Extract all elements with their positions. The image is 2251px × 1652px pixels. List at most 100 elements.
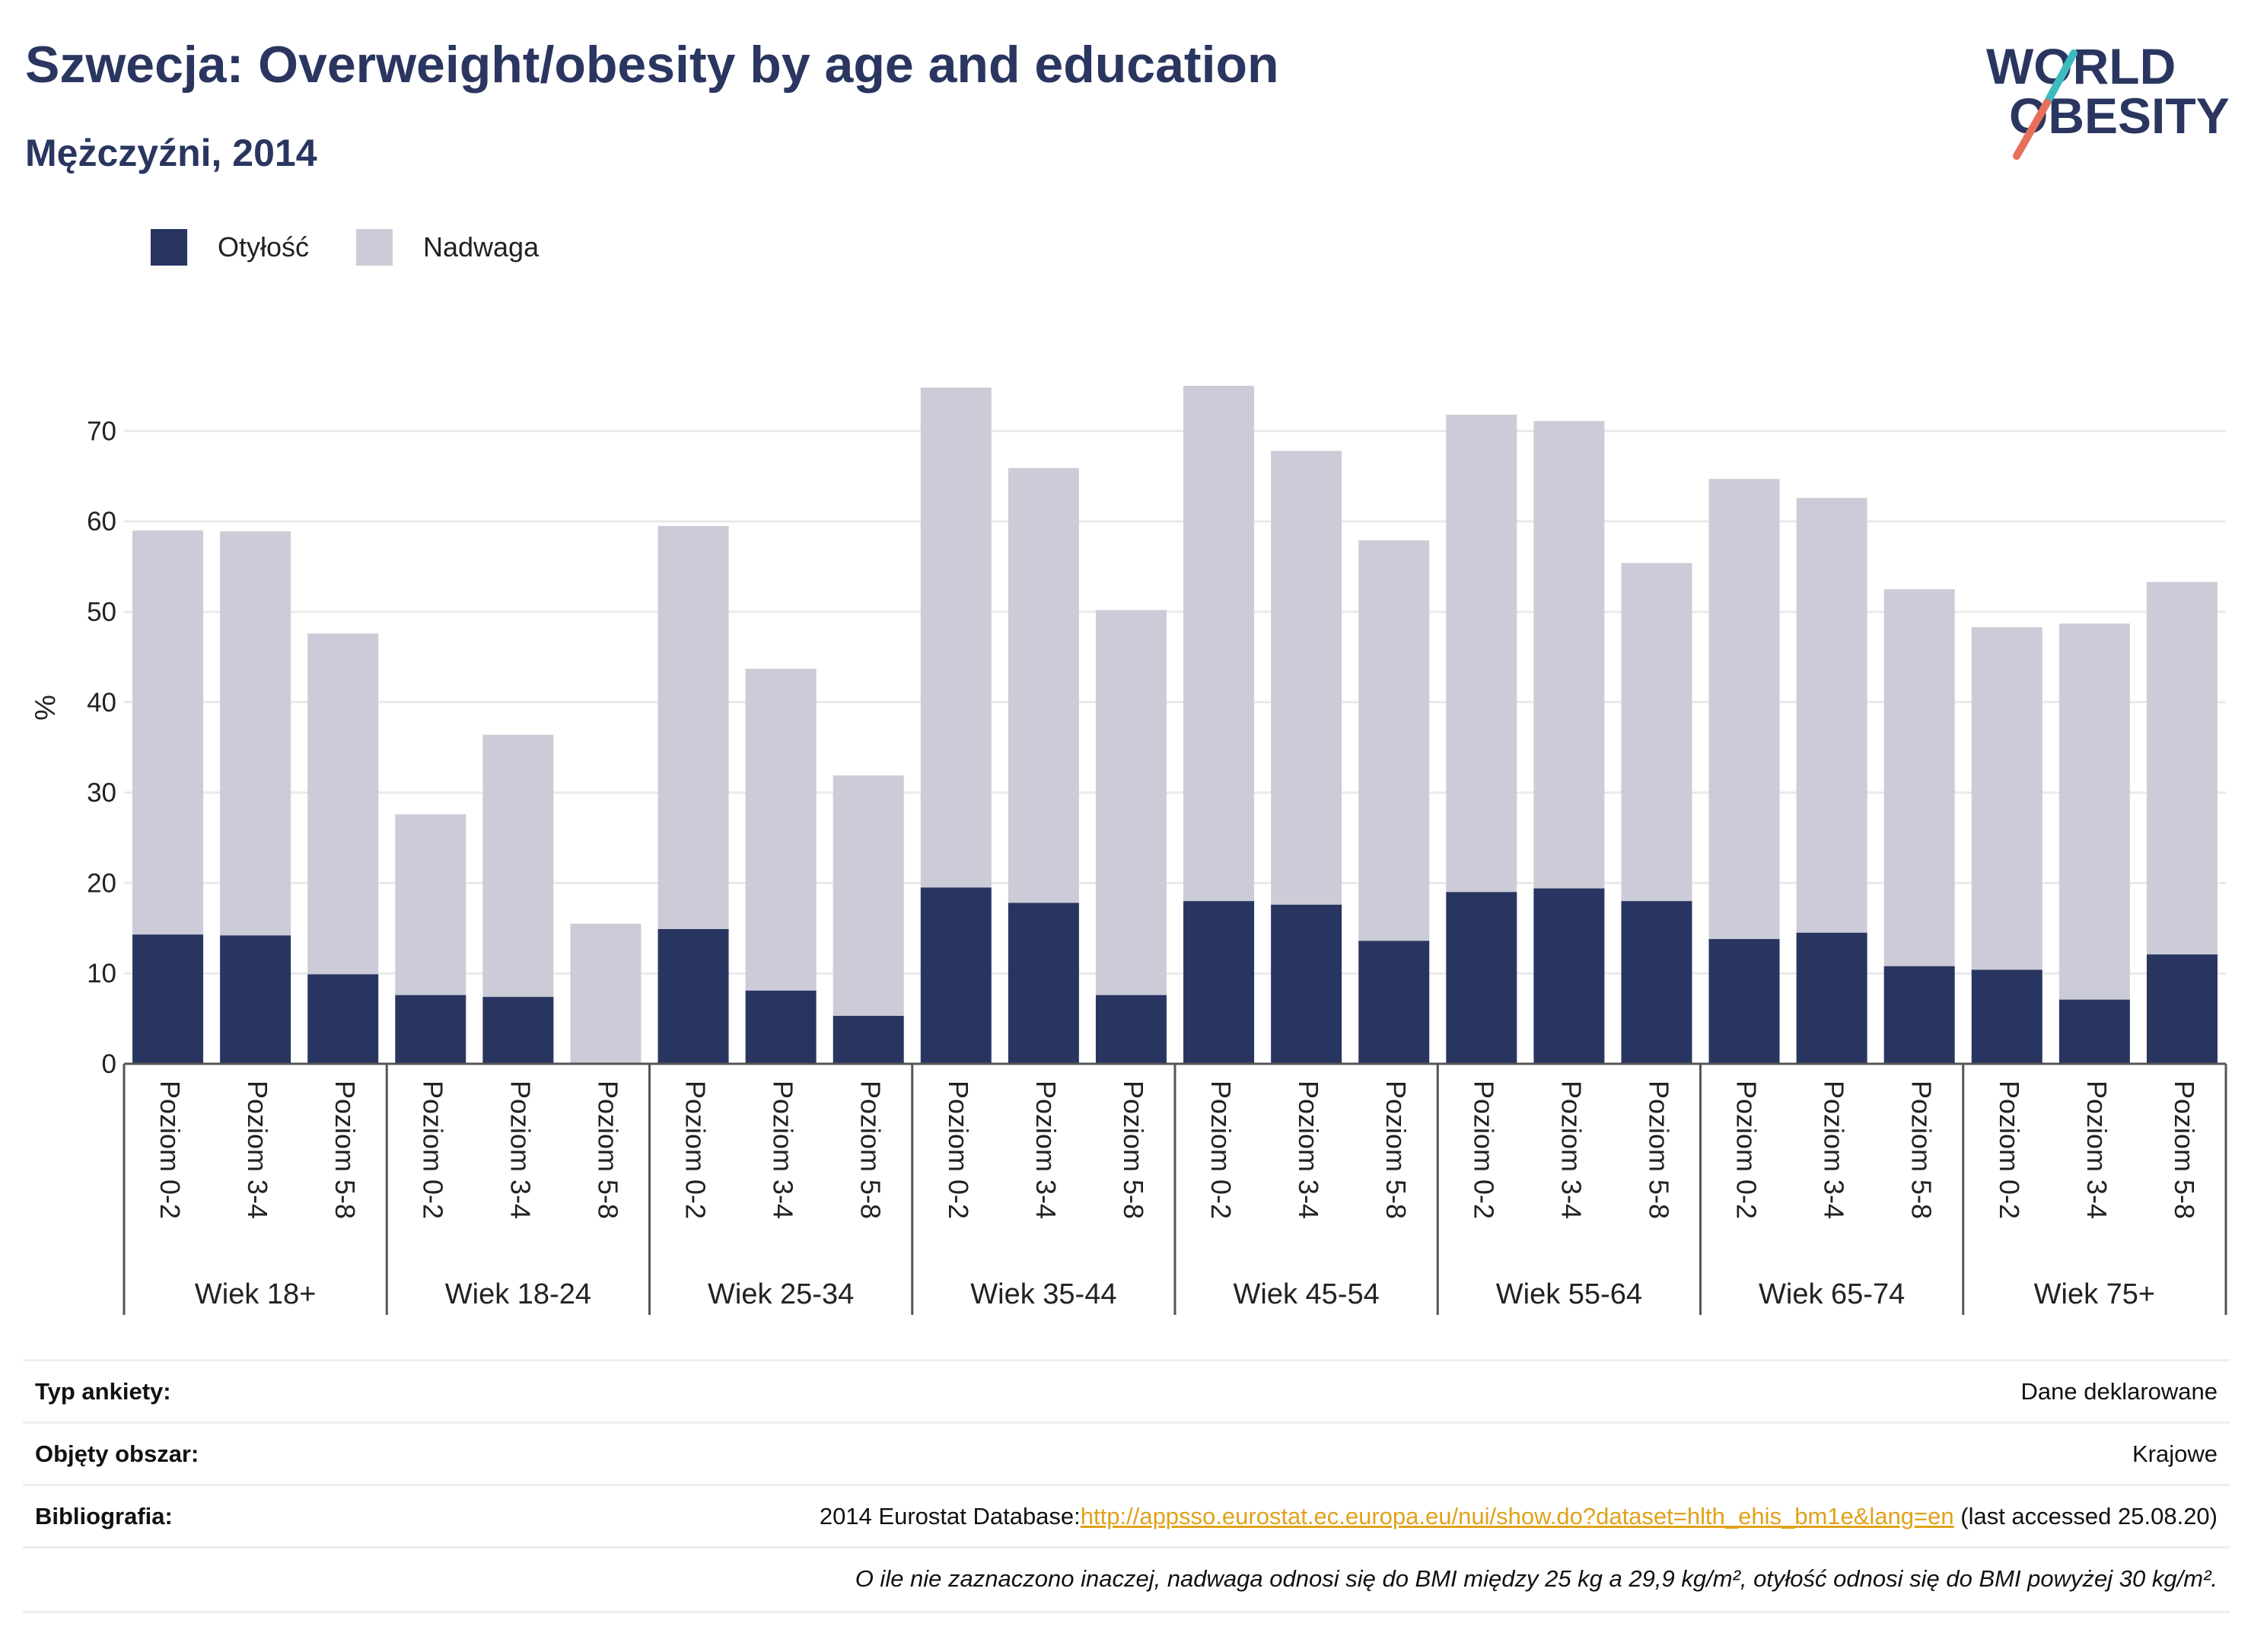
bar-overweight xyxy=(570,923,642,1064)
meta-row-bibliography: Bibliografia: 2014 Eurostat Database:htt… xyxy=(23,1484,2230,1549)
x-tick-label: Poziom 5-8 xyxy=(1906,1081,1937,1219)
legend-item-obesity[interactable]: Otyłość xyxy=(151,224,309,270)
meta-value: 2014 Eurostat Database:http://appsso.eur… xyxy=(820,1503,2218,1530)
meta-key: Objęty obszar: xyxy=(35,1440,199,1467)
x-group-label: Wiek 75+ xyxy=(2034,1278,2155,1310)
x-tick-label: Poziom 0-2 xyxy=(943,1081,974,1219)
bar-overweight xyxy=(1008,468,1079,903)
y-tick-label: 70 xyxy=(87,416,116,446)
bar-obesity xyxy=(745,990,817,1064)
y-axis-label: % xyxy=(30,695,62,721)
bar-obesity xyxy=(1708,939,1780,1064)
x-tick-label: Poziom 3-4 xyxy=(242,1081,273,1219)
bar-obesity xyxy=(1971,969,2042,1064)
x-group-label: Wiek 18-24 xyxy=(445,1278,591,1310)
x-group-label: Wiek 55-64 xyxy=(1496,1278,1642,1310)
y-tick-label: 40 xyxy=(87,688,116,718)
x-tick-label: Poziom 5-8 xyxy=(330,1081,361,1219)
bar-obesity xyxy=(2146,954,2218,1064)
bar-overweight xyxy=(307,633,379,975)
x-group-label: Wiek 25-34 xyxy=(708,1278,854,1310)
bar-overweight xyxy=(657,526,729,929)
bar-obesity xyxy=(1358,941,1430,1064)
x-group-label: Wiek 65-74 xyxy=(1759,1278,1905,1310)
bar-obesity xyxy=(1883,966,1955,1064)
x-tick-label: Poziom 0-2 xyxy=(1468,1081,1499,1219)
bar-overweight xyxy=(2058,623,2130,1000)
bar-overweight xyxy=(833,775,904,1017)
x-tick-label: Poziom 3-4 xyxy=(1030,1081,1062,1219)
x-tick-label: Poziom 3-4 xyxy=(1293,1081,1324,1219)
bar-obesity xyxy=(1796,932,1867,1064)
bibliography-prefix: 2014 Eurostat Database: xyxy=(819,1503,1081,1529)
x-tick-label: Poziom 0-2 xyxy=(1731,1081,1762,1219)
bar-overweight xyxy=(1358,540,1430,941)
x-group-label: Wiek 45-54 xyxy=(1234,1278,1380,1310)
x-tick-label: Poziom 3-4 xyxy=(1555,1081,1587,1219)
bar-obesity xyxy=(220,935,291,1064)
bar-overweight xyxy=(1621,562,1692,902)
x-tick-label: Poziom 0-2 xyxy=(680,1081,712,1219)
bar-overweight xyxy=(1095,610,1167,995)
meta-value: Krajowe xyxy=(2132,1440,2218,1467)
bar-overweight xyxy=(1796,498,1867,933)
x-tick-label: Poziom 0-2 xyxy=(154,1081,186,1219)
bar-obesity xyxy=(833,1016,904,1064)
bar-overweight xyxy=(1533,421,1605,889)
legend-label-overweight: Nadwaga xyxy=(423,231,540,263)
x-tick-label: Poziom 0-2 xyxy=(1205,1081,1237,1219)
bar-overweight xyxy=(1446,415,1517,893)
x-tick-label: Poziom 5-8 xyxy=(855,1081,887,1219)
bar-obesity xyxy=(920,887,992,1064)
x-tick-label: Poziom 0-2 xyxy=(1994,1081,2025,1219)
x-tick-label: Poziom 3-4 xyxy=(505,1081,536,1219)
bar-overweight xyxy=(220,531,291,936)
y-tick-label: 50 xyxy=(87,597,116,627)
meta-row-coverage: Objęty obszar: Krajowe xyxy=(23,1421,2230,1486)
bar-obesity xyxy=(1621,901,1692,1064)
meta-key: Typ ankiety: xyxy=(35,1378,171,1405)
x-group-label: Wiek 18+ xyxy=(195,1278,316,1310)
bar-overweight xyxy=(1971,627,2042,970)
bar-obesity xyxy=(1271,904,1342,1064)
bar-obesity xyxy=(2058,999,2130,1064)
x-tick-label: Poziom 3-4 xyxy=(768,1081,799,1219)
bar-overweight xyxy=(1271,450,1342,905)
x-tick-label: Poziom 5-8 xyxy=(1643,1081,1674,1219)
bar-overweight xyxy=(745,668,817,991)
bibliography-link[interactable]: http://appsso.eurostat.ec.europa.eu/nui/… xyxy=(1080,1503,1954,1529)
x-tick-label: Poziom 3-4 xyxy=(2081,1081,2113,1219)
y-tick-label: 60 xyxy=(87,507,116,536)
legend-swatch-obesity xyxy=(151,229,187,266)
x-tick-label: Poziom 5-8 xyxy=(2169,1081,2200,1219)
legend-item-overweight[interactable]: Nadwaga xyxy=(356,224,539,270)
x-tick-label: Poziom 5-8 xyxy=(592,1081,623,1219)
bar-obesity xyxy=(307,974,379,1064)
bibliography-suffix: (last accessed 25.08.20) xyxy=(1953,1503,2218,1529)
bar-obesity xyxy=(132,934,204,1064)
page-title: Szwecja: Overweight/obesity by age and e… xyxy=(25,36,1279,94)
bar-obesity xyxy=(482,997,554,1064)
logo-line2: OBESITY xyxy=(2009,88,2230,144)
bar-obesity xyxy=(1533,888,1605,1064)
legend-swatch-overweight xyxy=(356,229,393,266)
y-tick-label: 10 xyxy=(87,959,116,988)
world-obesity-logo: WORLD OBESITY xyxy=(1986,38,2230,160)
logo-slash-coral xyxy=(2013,99,2051,160)
bar-overweight xyxy=(1883,589,1955,966)
stacked-bar-chart: 0 10 20 30 40 50 60 70% Poziom 0-2 Poziom 3-4 Pozi… xyxy=(30,386,2227,1315)
legend-label-obesity: Otyłość xyxy=(218,231,310,263)
bar-obesity xyxy=(1095,995,1167,1064)
x-tick-label: Poziom 5-8 xyxy=(1380,1081,1412,1219)
y-tick-label: 20 xyxy=(87,868,116,898)
bar-overweight xyxy=(1183,386,1255,902)
bar-overweight xyxy=(920,387,992,888)
logo-slash-teal xyxy=(2043,49,2077,107)
bar-overweight xyxy=(395,814,466,995)
definition-note: O ile nie zaznaczono inaczej, nadwaga od… xyxy=(855,1565,2218,1592)
y-tick-label: 30 xyxy=(87,778,116,808)
bar-overweight xyxy=(482,734,554,998)
bar-obesity xyxy=(1183,901,1255,1064)
bar-obesity xyxy=(1008,902,1079,1064)
bar-overweight xyxy=(2146,581,2218,955)
